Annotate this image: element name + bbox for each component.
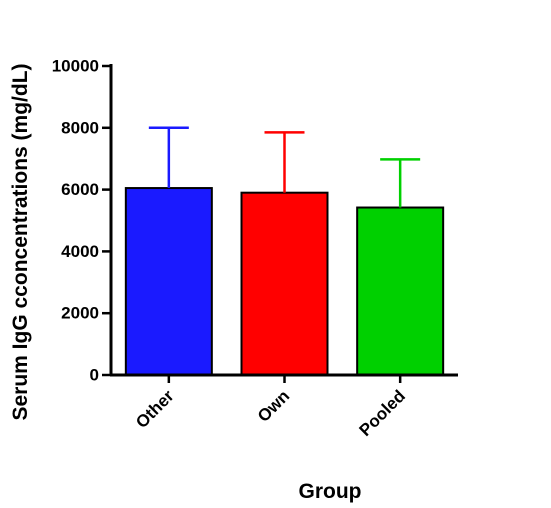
x-tick-label-other: Other xyxy=(132,386,178,432)
x-tick-label-pooled: Pooled xyxy=(355,386,409,440)
y-tick-label: 4000 xyxy=(61,242,99,261)
x-axis-title: Group xyxy=(299,480,362,503)
bars-layer xyxy=(124,187,445,376)
y-tick-label: 2000 xyxy=(61,304,99,323)
x-ticks-layer: Other Own Pooled xyxy=(132,375,409,440)
bar-own xyxy=(240,191,329,376)
y-axis-title: Serum IgG cconcentrations (mg/dL) xyxy=(9,63,32,420)
y-ticks-layer: 0 2000 4000 6000 8000 10000 xyxy=(52,56,111,384)
y-tick-label: 10000 xyxy=(52,56,99,75)
y-tick-label: 0 xyxy=(90,365,99,384)
bar-pooled xyxy=(356,206,445,376)
x-tick-label-own: Own xyxy=(254,386,293,425)
y-tick-label: 8000 xyxy=(61,118,99,137)
bar-other xyxy=(124,187,213,376)
y-tick-label: 6000 xyxy=(61,180,99,199)
error-bars-layer xyxy=(148,126,421,208)
